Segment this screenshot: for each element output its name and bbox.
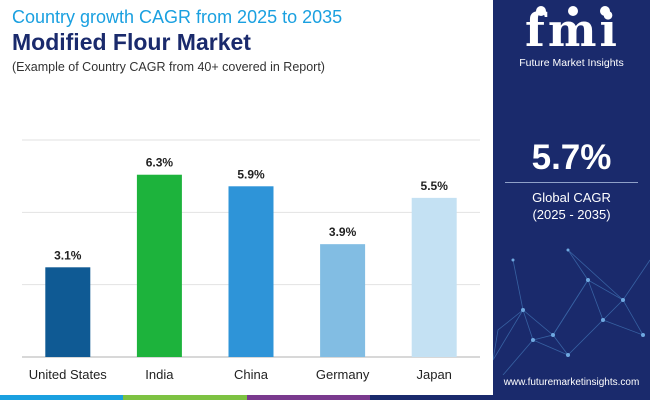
data-label: 3.1% [54,248,82,262]
bar [228,186,274,357]
logo-icon [536,6,610,16]
bar [320,244,366,357]
data-label: 3.9% [329,225,357,239]
global-cagr-label: Global CAGR [532,190,611,205]
bar [136,174,182,357]
website-url[interactable]: www.futuremarketinsights.com [503,377,640,388]
x-tick-label: United States [29,367,108,382]
side-panel: fmi Future Market Insights 5.7% Global C… [493,0,650,400]
strip-segment [246,395,370,400]
strip-segment [123,395,247,400]
chart-note: (Example of Country CAGR from 40+ covere… [12,60,325,74]
data-label: 6.3% [146,156,174,170]
bar [45,267,91,357]
data-label: 5.9% [237,167,265,181]
x-tick-label: India [145,367,174,382]
x-tick-label: China [234,367,269,382]
divider [505,182,638,183]
bottom-color-strip [0,395,493,400]
x-tick-label: Germany [316,367,370,382]
data-label: 5.5% [421,179,449,193]
global-cagr-range: (2025 - 2035) [532,207,611,222]
global-cagr-value: 5.7% [531,138,612,177]
strip-segment [369,395,493,400]
bar-chart: 3.1% United States 6.3% India 5.9% China 3.9% G… [22,139,480,382]
chart-title: Modified Flour Market [12,29,251,55]
chart-subtitle: Country growth CAGR from 2025 to 2035 [12,7,343,27]
network-graphic [493,248,650,375]
bar [411,197,457,357]
brand-logo: fmi [525,3,620,57]
brand-caption: Future Market Insights [519,57,624,69]
x-tick-label: Japan [416,367,451,382]
title-block: Country growth CAGR from 2025 to 2035 Mo… [12,6,342,76]
strip-segment [0,395,124,400]
